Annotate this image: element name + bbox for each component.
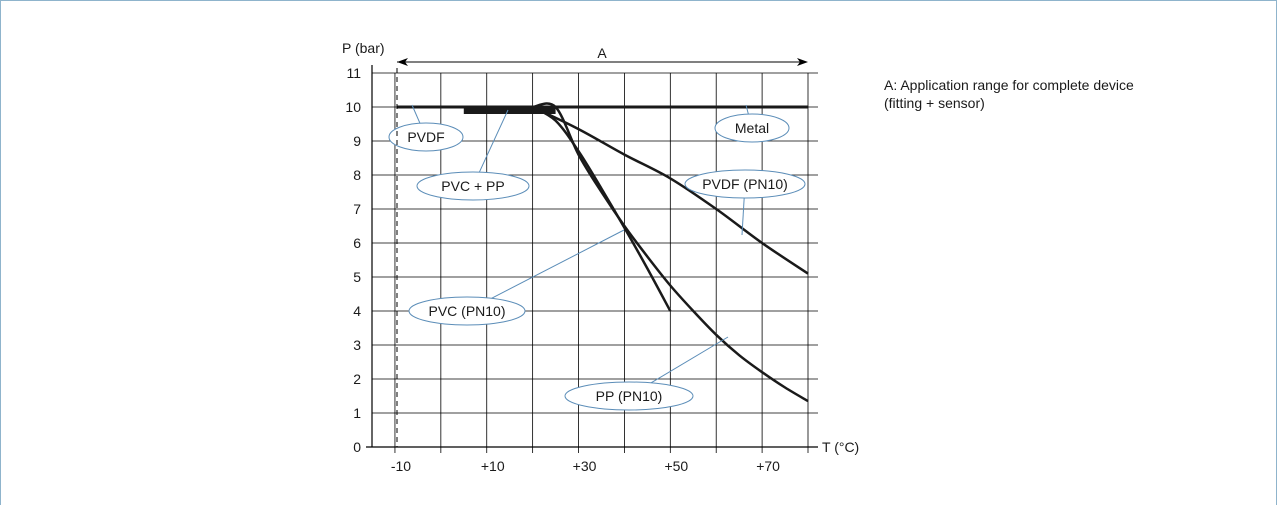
series-label-pvdf: PVDF bbox=[407, 129, 444, 145]
note-line-2: (fitting + sensor) bbox=[884, 95, 985, 111]
y-tick-label: 11 bbox=[346, 65, 361, 81]
y-tick-label: 3 bbox=[353, 337, 361, 353]
y-tick-label: 6 bbox=[353, 235, 361, 251]
range-arrow-left-head bbox=[397, 58, 408, 66]
callout-metal bbox=[714, 113, 790, 143]
range-label: A bbox=[597, 45, 607, 61]
y-tick-label: 1 bbox=[353, 405, 361, 421]
tick-labels: 0 1 2 3 4 5 6 7 8 9 10 11 -10 +10 +30 +50 +70 bbox=[345, 65, 780, 474]
range-arrow-right-head bbox=[797, 58, 808, 66]
y-tick-label: 5 bbox=[353, 269, 361, 285]
y-axis-label: P (bar) bbox=[342, 40, 385, 56]
series-label-metal: Metal bbox=[735, 120, 769, 136]
series-line-pp-pn10 bbox=[532, 102, 809, 403]
note-line-1: A: Application range for complete device bbox=[884, 77, 1134, 93]
y-tick-label: 10 bbox=[345, 99, 361, 115]
x-tick-label: +30 bbox=[573, 458, 597, 474]
callout-pvc-pp bbox=[416, 171, 530, 201]
leader-line-pvdf-pn10 bbox=[741, 197, 745, 236]
y-tick-label: 0 bbox=[353, 439, 361, 455]
leader-line-pvc-pp bbox=[478, 109, 509, 173]
x-tick-label: +50 bbox=[664, 458, 688, 474]
callout-pvdf-pn10 bbox=[684, 169, 806, 199]
series-lines bbox=[397, 102, 809, 403]
leader-line-metal bbox=[745, 104, 749, 115]
series-label-pvdf-pn10: PVDF (PN10) bbox=[702, 176, 788, 192]
application-range-note: A: Application range for complete device… bbox=[884, 76, 1244, 112]
series-label-pp-pn10: PP (PN10) bbox=[596, 388, 663, 404]
series-callouts: Metal PVDF PVC + PP PVDF (PN10) PVC (PN10) PP… bbox=[388, 104, 806, 411]
series-line-pvdf-pn10 bbox=[532, 105, 809, 275]
series-line-pvc-pn10 bbox=[531, 105, 672, 312]
series-label-pvc-pn10: PVC (PN10) bbox=[428, 303, 505, 319]
y-tick-label: 9 bbox=[353, 133, 361, 149]
y-tick-label: 8 bbox=[353, 167, 361, 183]
x-tick-label: +10 bbox=[481, 458, 505, 474]
x-tick-label: -10 bbox=[391, 458, 411, 474]
axes bbox=[366, 65, 818, 448]
x-axis-label: T (°C) bbox=[822, 439, 859, 455]
y-tick-label: 7 bbox=[353, 201, 361, 217]
y-tick-label: 4 bbox=[353, 303, 361, 319]
leader-line-pvdf bbox=[411, 104, 421, 124]
y-tick-label: 2 bbox=[353, 371, 361, 387]
application-range: A bbox=[396, 45, 808, 447]
leader-line-pp-pn10 bbox=[650, 336, 729, 384]
callout-pp-pn10 bbox=[564, 381, 694, 411]
callout-pvc-pn10 bbox=[408, 296, 526, 326]
leader-line-pvc-pn10 bbox=[491, 229, 625, 299]
series-label-pvc-pp: PVC + PP bbox=[441, 178, 504, 194]
x-tick-label: +70 bbox=[756, 458, 780, 474]
callout-pvdf bbox=[388, 122, 464, 152]
